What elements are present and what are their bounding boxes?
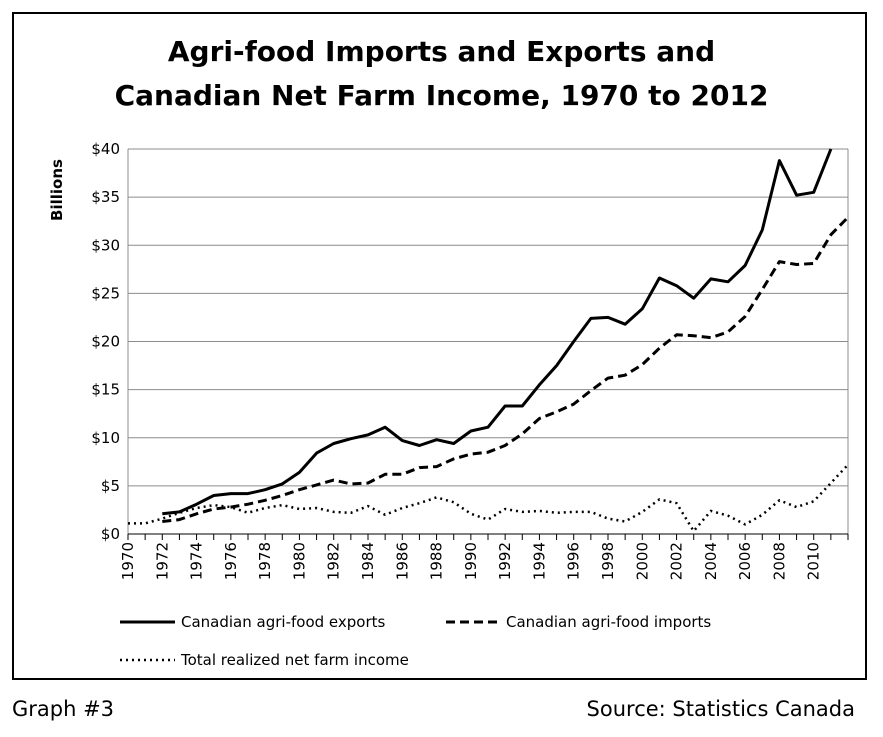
x-tick-label: 2002: [668, 542, 686, 580]
x-tick-label: 1986: [393, 542, 411, 580]
x-tick-label: 1994: [530, 542, 548, 580]
legend-label-2: Canadian agri-food imports: [506, 613, 711, 631]
x-tick-label: 2006: [736, 542, 754, 580]
x-tick-label: 2010: [805, 542, 823, 580]
graph-number: Graph #3: [12, 697, 115, 721]
x-tick-label: 2000: [633, 542, 651, 580]
source-note: Source: Statistics Canada: [586, 697, 855, 721]
series-line-2: [162, 216, 850, 523]
y-tick-label: $25: [91, 284, 120, 302]
y-axis-label: Billions: [48, 159, 66, 221]
y-tick-label: $15: [91, 381, 120, 399]
y-tick-label: $10: [91, 429, 120, 447]
x-tick-label: 2008: [770, 542, 788, 580]
axis-layer: $0 $5 $10 $15 $20 $25 $30 $35 $40 1970 1972 1974 197…: [48, 140, 849, 580]
x-tick-label: 1998: [599, 542, 617, 580]
chart-title-line-1: Agri-food Imports and Exports and: [167, 35, 716, 68]
y-tick-label: $0: [101, 525, 120, 543]
x-tick-label: 1980: [290, 542, 308, 580]
x-tick-label: 1976: [222, 542, 240, 580]
y-tick-label: $35: [91, 188, 120, 206]
y-tick-label: $20: [91, 333, 120, 351]
x-tick-label: 1970: [119, 542, 137, 580]
x-tick-label: 1984: [359, 542, 377, 580]
x-tick-label: 1988: [428, 542, 446, 580]
x-tick-label: 1974: [188, 542, 206, 580]
y-tick-label: $30: [91, 236, 120, 254]
x-tick-label: 1992: [496, 542, 514, 580]
legend-label-1: Canadian agri-food exports: [181, 613, 385, 631]
y-tick-label: $40: [91, 140, 120, 158]
chart-title: Agri-food Imports and Exports and Canadi…: [0, 30, 883, 118]
y-tick-label: $5: [101, 477, 120, 495]
legend-label-3: Total realized net farm income: [180, 651, 409, 669]
chart-title-line-2: Canadian Net Farm Income, 1970 to 2012: [114, 79, 769, 112]
x-tick-label: 1996: [565, 542, 583, 580]
chart-frame: [12, 12, 867, 680]
legend: Canadian agri-food exports Canadian agri-…: [120, 613, 711, 669]
x-tick-label: 1982: [325, 542, 343, 580]
x-tick-label: 2004: [702, 542, 720, 580]
series-line-3: [128, 463, 849, 533]
series-line-1: [162, 148, 833, 516]
series-layer: [128, 148, 850, 533]
x-tick-label: 1972: [153, 542, 171, 580]
grid-layer: [127, 148, 849, 535]
x-tick-label: 1990: [462, 542, 480, 580]
x-tick-label: 1978: [256, 542, 274, 580]
